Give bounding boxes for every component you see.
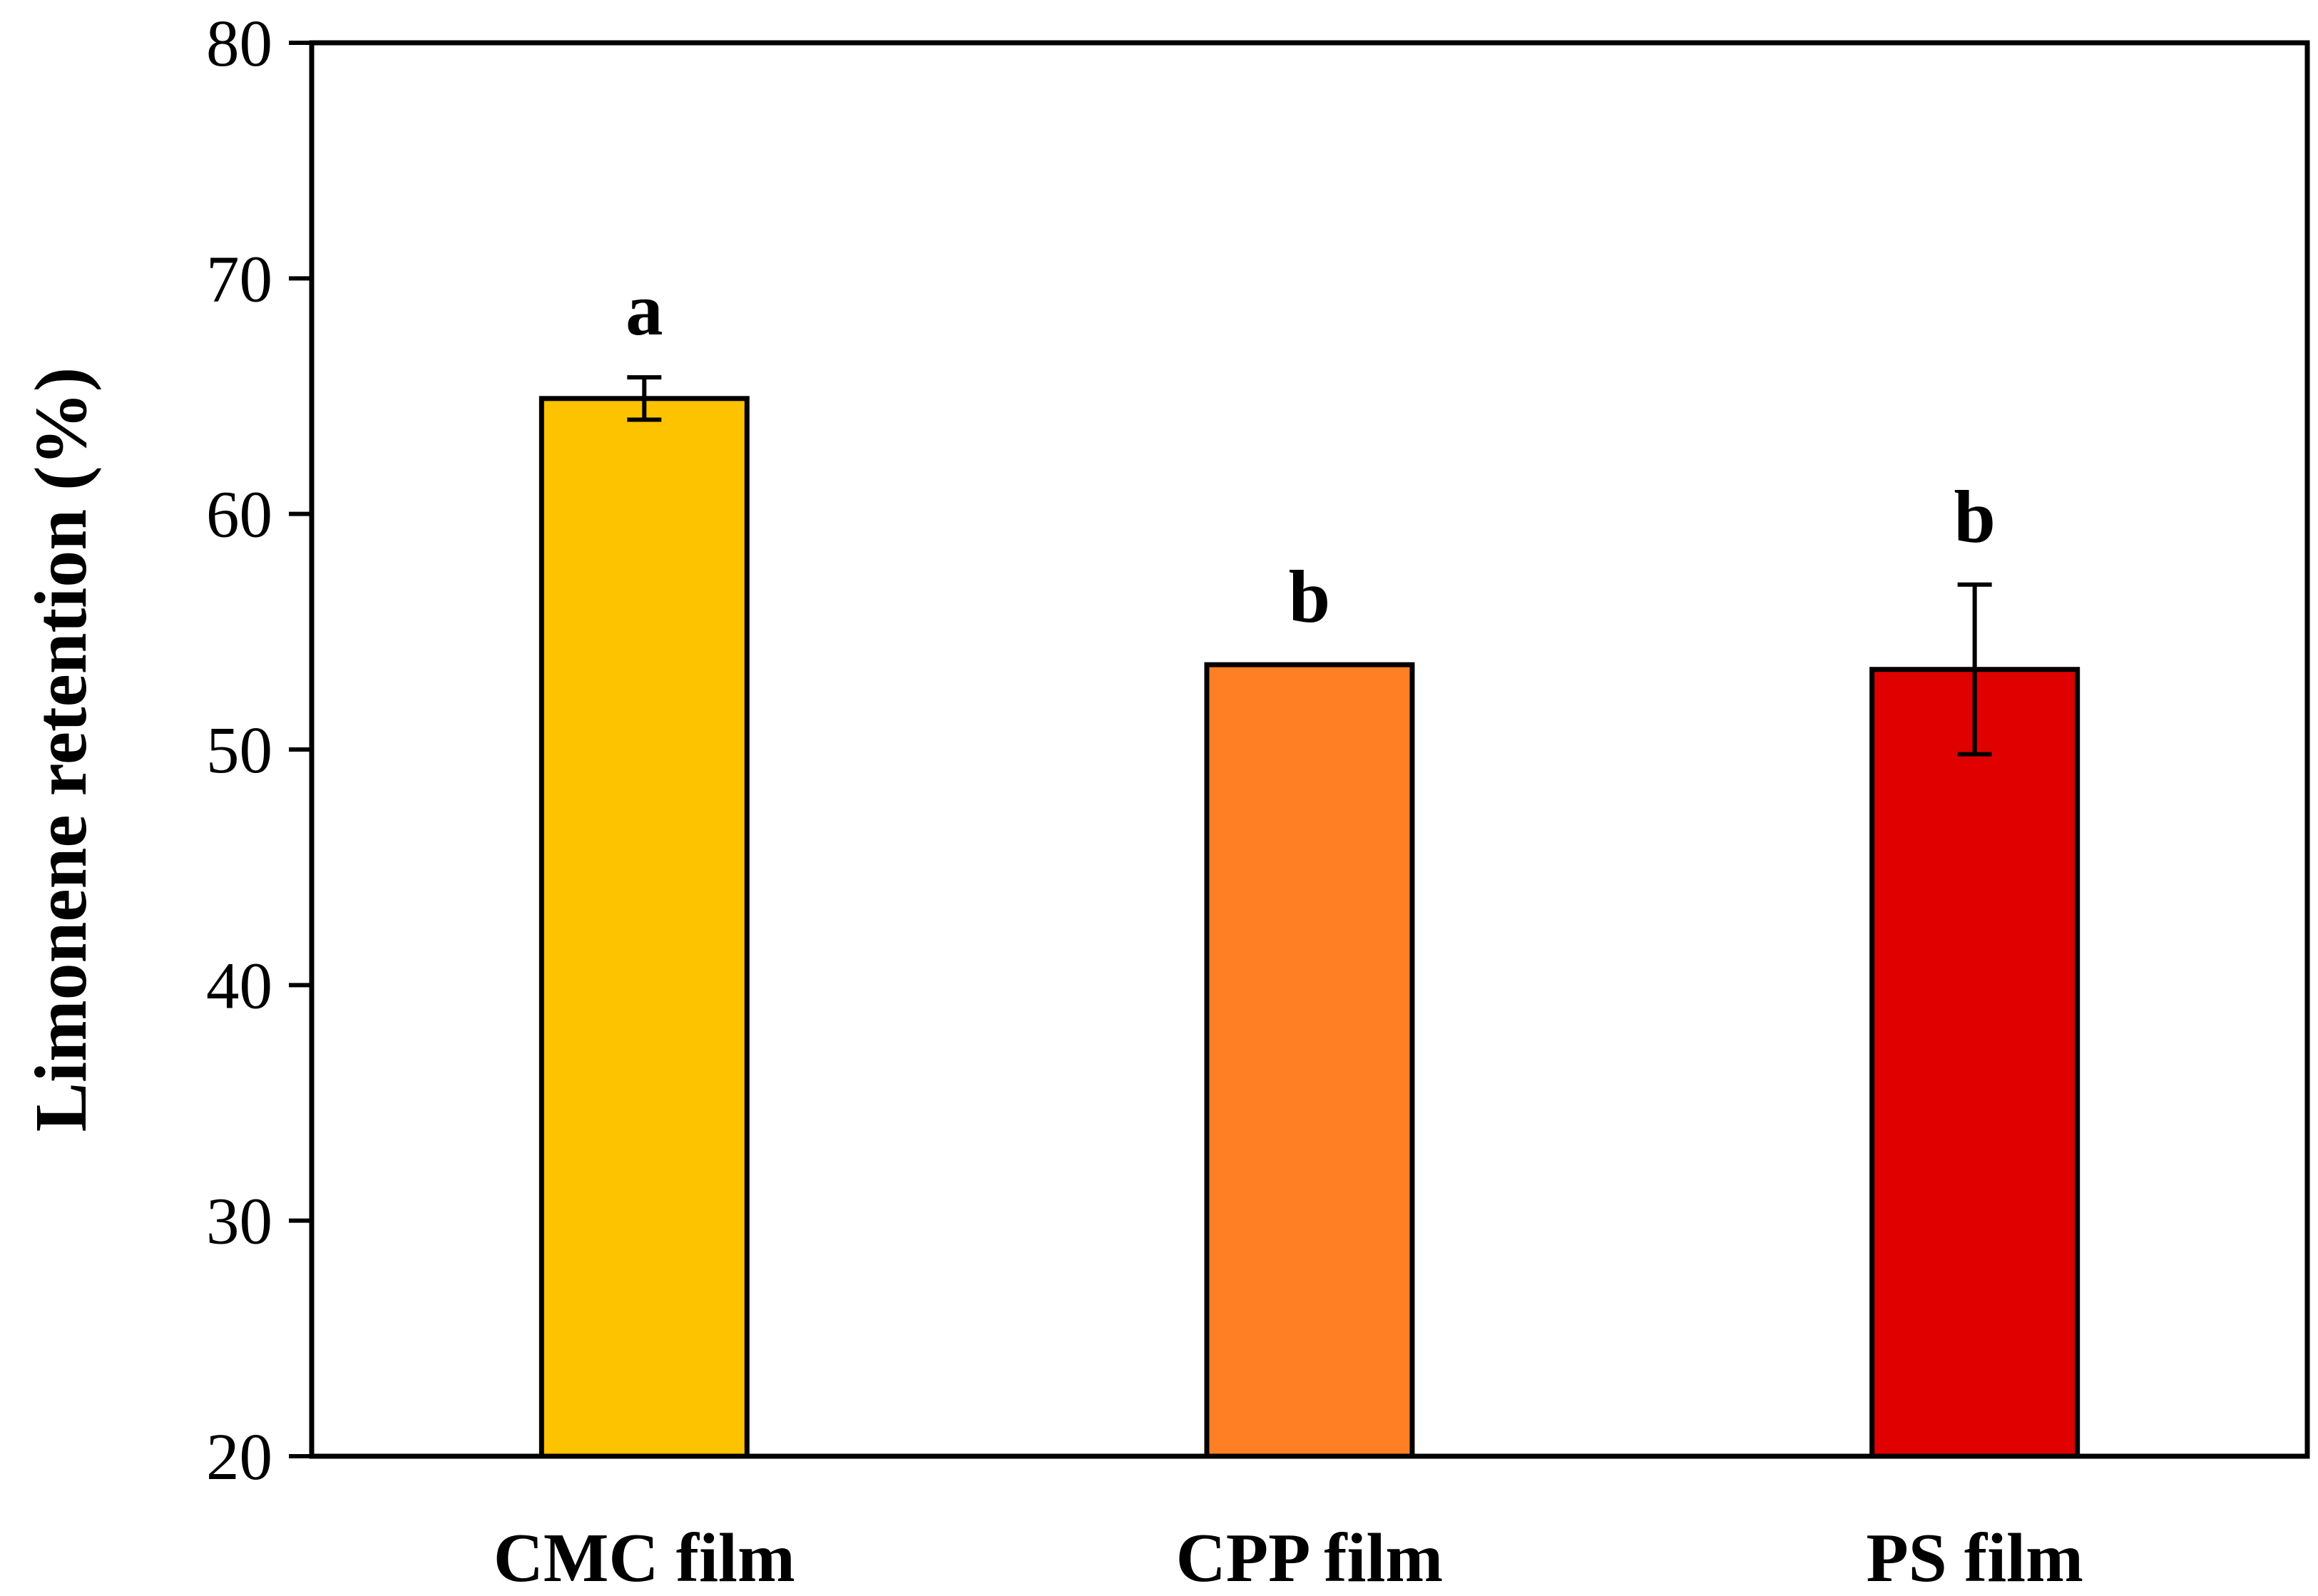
x-category-label: PS film (1866, 1520, 2083, 1596)
y-tick-label: 80 (206, 7, 272, 81)
significance-letter: a (626, 267, 663, 351)
y-axis-title: Limonene retention (%) (20, 367, 102, 1132)
y-axis-ticks: 20 30 40 50 60 70 80 (206, 7, 312, 1494)
bar-ps-film (1869, 667, 2080, 1459)
bar-cmc-film (538, 396, 750, 1459)
significance-labels-group: a b b (626, 267, 1996, 638)
x-axis-labels-group: CMC film CPP film PS film (494, 1520, 2083, 1596)
y-tick-label: 30 (206, 1185, 272, 1259)
x-category-label: CPP film (1176, 1520, 1443, 1596)
significance-letter: b (1289, 555, 1330, 638)
significance-letter: b (1954, 475, 1995, 558)
y-tick-label: 60 (206, 479, 272, 552)
plot-area-frame (309, 40, 2310, 1459)
bar-cpp-film (1204, 662, 1415, 1459)
y-tick-label: 20 (206, 1421, 272, 1494)
x-category-label: CMC film (494, 1520, 795, 1596)
y-tick-label: 40 (206, 949, 272, 1023)
error-bars-group (627, 375, 1992, 757)
y-tick-label: 70 (206, 242, 272, 316)
y-tick-label: 50 (206, 714, 272, 787)
